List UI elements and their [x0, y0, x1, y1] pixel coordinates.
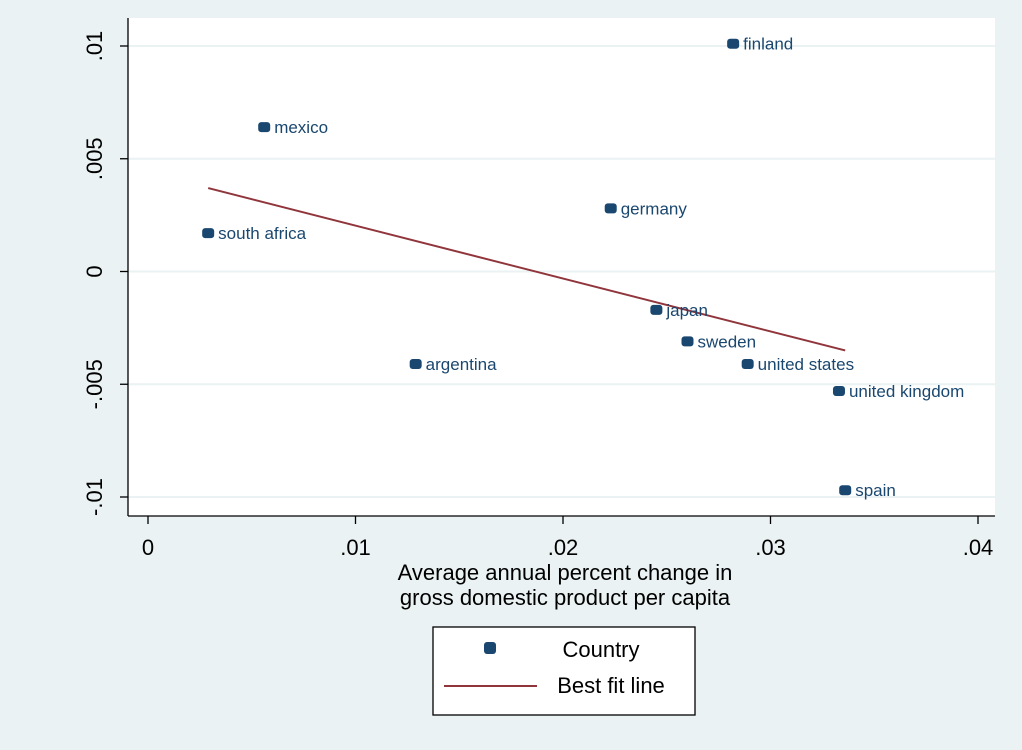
- point-label: japan: [665, 301, 708, 320]
- point-label: united kingdom: [849, 382, 964, 401]
- points-layer: finland mexico germany south africa japan swe…: [202, 35, 964, 500]
- x-axis-title-line: Average annual percent change in: [398, 560, 733, 585]
- x-tick-label: .04: [963, 535, 994, 560]
- x-tick-label: 0: [142, 535, 154, 560]
- axes: -.01 -.005 0 .005 .01 0 .01 .02 .03 .04: [82, 18, 995, 560]
- point-label: united states: [758, 355, 854, 374]
- y-tick-label: -.01: [82, 478, 107, 516]
- data-point: [839, 485, 852, 496]
- data-point: [681, 336, 694, 347]
- data-point: [202, 228, 215, 239]
- x-tick-label: .01: [340, 535, 371, 560]
- data-point: [832, 386, 845, 397]
- grid-lines: [128, 45, 995, 498]
- data-point: [741, 358, 754, 369]
- legend-box: [432, 626, 696, 716]
- y-tick-label: .01: [82, 31, 107, 62]
- point-label: finland: [743, 35, 793, 54]
- plot-area: [128, 18, 995, 516]
- point-label: germany: [621, 199, 688, 218]
- data-point: [409, 358, 422, 369]
- point-label: argentina: [426, 355, 497, 374]
- x-axis-title-line: gross domestic product per capita: [400, 585, 731, 610]
- y-tick-label: -.005: [82, 359, 107, 409]
- data-point: [650, 304, 663, 315]
- legend-marker-country: [484, 642, 496, 654]
- best-fit-line: [207, 187, 846, 352]
- data-point: [727, 38, 740, 49]
- legend-label-country: Country: [562, 637, 639, 662]
- y-tick-label: .005: [82, 137, 107, 180]
- point-label: mexico: [274, 118, 328, 137]
- data-point: [604, 203, 617, 214]
- fit-line-layer: [207, 187, 846, 352]
- data-point: [258, 122, 271, 133]
- legend-label-fit-line: Best fit line: [557, 673, 665, 698]
- legend: Country Best fit line: [432, 626, 696, 716]
- y-tick-label: 0: [82, 265, 107, 277]
- point-label: south africa: [218, 224, 306, 243]
- point-label: sweden: [698, 332, 757, 351]
- point-label: spain: [855, 481, 896, 500]
- x-tick-label: .02: [548, 535, 579, 560]
- x-tick-label: .03: [755, 535, 786, 560]
